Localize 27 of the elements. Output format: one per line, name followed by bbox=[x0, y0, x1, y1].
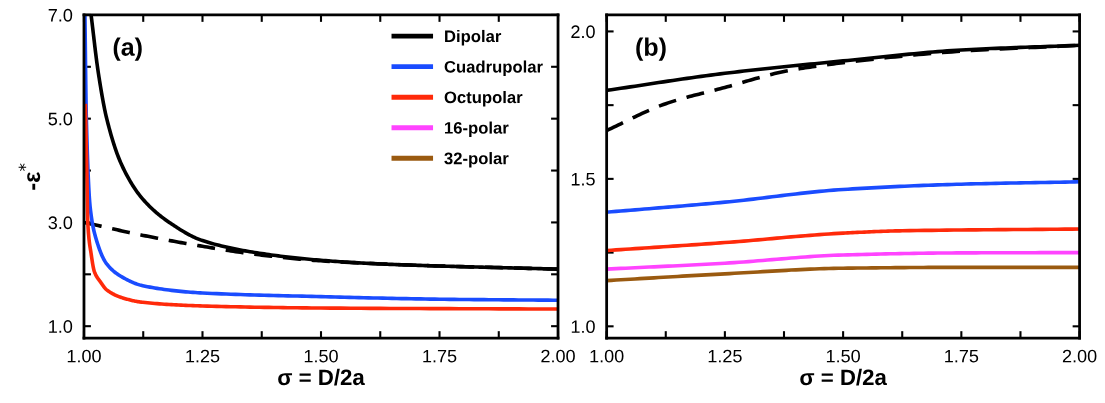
x-tick-label: 1.50 bbox=[304, 349, 338, 363]
x-tick-label: 1.25 bbox=[186, 349, 220, 363]
y-tick-label: 2.0 bbox=[571, 25, 595, 39]
legend-label: 32-polar bbox=[444, 152, 509, 168]
x-tick-label: 2.00 bbox=[1062, 349, 1097, 363]
y-tick-label: 1.0 bbox=[571, 320, 595, 334]
y-axis-title: -ε$^{*}$ bbox=[18, 163, 41, 190]
y-tick-label: 7.0 bbox=[48, 8, 73, 22]
y-tick-label: 5.0 bbox=[48, 112, 73, 126]
x-tick-label: 1.00 bbox=[590, 349, 624, 363]
x-tick-label: 2.00 bbox=[541, 349, 575, 363]
x-axis-title: σ = D/2a bbox=[278, 368, 365, 386]
legend-label: Dipolar bbox=[445, 29, 502, 46]
x-tick-label: 1.50 bbox=[826, 349, 860, 363]
x-tick-label: 1.25 bbox=[708, 349, 742, 363]
x-tick-label: 1.00 bbox=[67, 349, 101, 363]
y-tick-label: 1.0 bbox=[49, 320, 73, 333]
x-tick-label: 1.75 bbox=[423, 349, 457, 363]
legend-label: 16-polar bbox=[445, 121, 509, 138]
annotation: (a) bbox=[113, 37, 142, 61]
x-tick-label: 1.75 bbox=[945, 349, 979, 363]
x-axis-title: σ = D/2a bbox=[800, 368, 887, 386]
legend-label: Octupolar bbox=[444, 90, 523, 107]
y-tick-label: 1.5 bbox=[571, 172, 595, 186]
annotation: (b) bbox=[636, 37, 666, 61]
legend-label: Cuadrupolar bbox=[444, 60, 543, 76]
y-tick-label: 3.0 bbox=[48, 216, 73, 230]
